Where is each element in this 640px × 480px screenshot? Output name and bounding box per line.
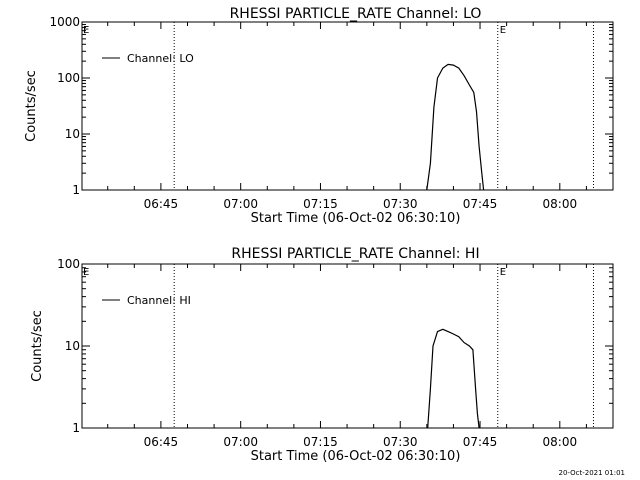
chart-title: RHESSI PARTICLE_RATE Channel: HI xyxy=(231,246,479,262)
x-tick-label: 07:00 xyxy=(223,197,258,211)
x-tick-label: 07:15 xyxy=(303,197,338,211)
y-tick-label: 10 xyxy=(65,339,80,353)
y-tick-label: 1000 xyxy=(49,15,80,29)
flag-label: E xyxy=(83,25,89,36)
y-tick-label: 1 xyxy=(72,421,80,435)
x-tick-label: 07:15 xyxy=(303,435,338,449)
x-tick-label: 07:45 xyxy=(463,197,498,211)
flag-label: E xyxy=(83,267,89,278)
generation-timestamp: 20-Oct-2021 01:01 xyxy=(559,469,625,477)
series-line xyxy=(427,328,480,429)
x-tick-label: 06:45 xyxy=(144,435,179,449)
series-line xyxy=(426,63,485,191)
y-tick-label: 100 xyxy=(57,71,80,85)
y-axis-label: Counts/sec xyxy=(30,310,45,382)
x-tick-label: 07:45 xyxy=(463,435,498,449)
flag-label: E xyxy=(500,267,506,278)
x-tick-label: 06:45 xyxy=(144,197,179,211)
x-axis-label: Start Time (06-Oct-02 06:30:10) xyxy=(251,449,461,464)
x-tick-label: 07:30 xyxy=(383,197,418,211)
flag-label: E xyxy=(500,25,506,36)
legend-entry: Channel: LO xyxy=(127,52,194,65)
x-axis-label: Start Time (06-Oct-02 06:30:10) xyxy=(251,211,461,226)
plot-frame xyxy=(81,263,614,429)
hi-channel-panel: RHESSI PARTICLE_RATE Channel: HI E E 06:45 0… xyxy=(30,246,614,464)
x-tick-label: 07:30 xyxy=(383,435,418,449)
y-tick-label: 10 xyxy=(65,127,80,141)
plot-frame xyxy=(81,21,614,191)
y-axis-label: Counts/sec xyxy=(24,70,39,142)
x-tick-label: 07:00 xyxy=(223,435,258,449)
x-tick-label: 08:00 xyxy=(543,197,578,211)
y-tick-label: 100 xyxy=(57,257,80,271)
y-tick-label: 1 xyxy=(72,183,80,197)
legend-entry: Channel: HI xyxy=(127,294,191,307)
lo-channel-panel: RHESSI PARTICLE_RATE Channel: LO E E 06:45 0… xyxy=(24,6,614,226)
x-tick-label: 08:00 xyxy=(543,435,578,449)
chart-title: RHESSI PARTICLE_RATE Channel: LO xyxy=(230,6,482,22)
